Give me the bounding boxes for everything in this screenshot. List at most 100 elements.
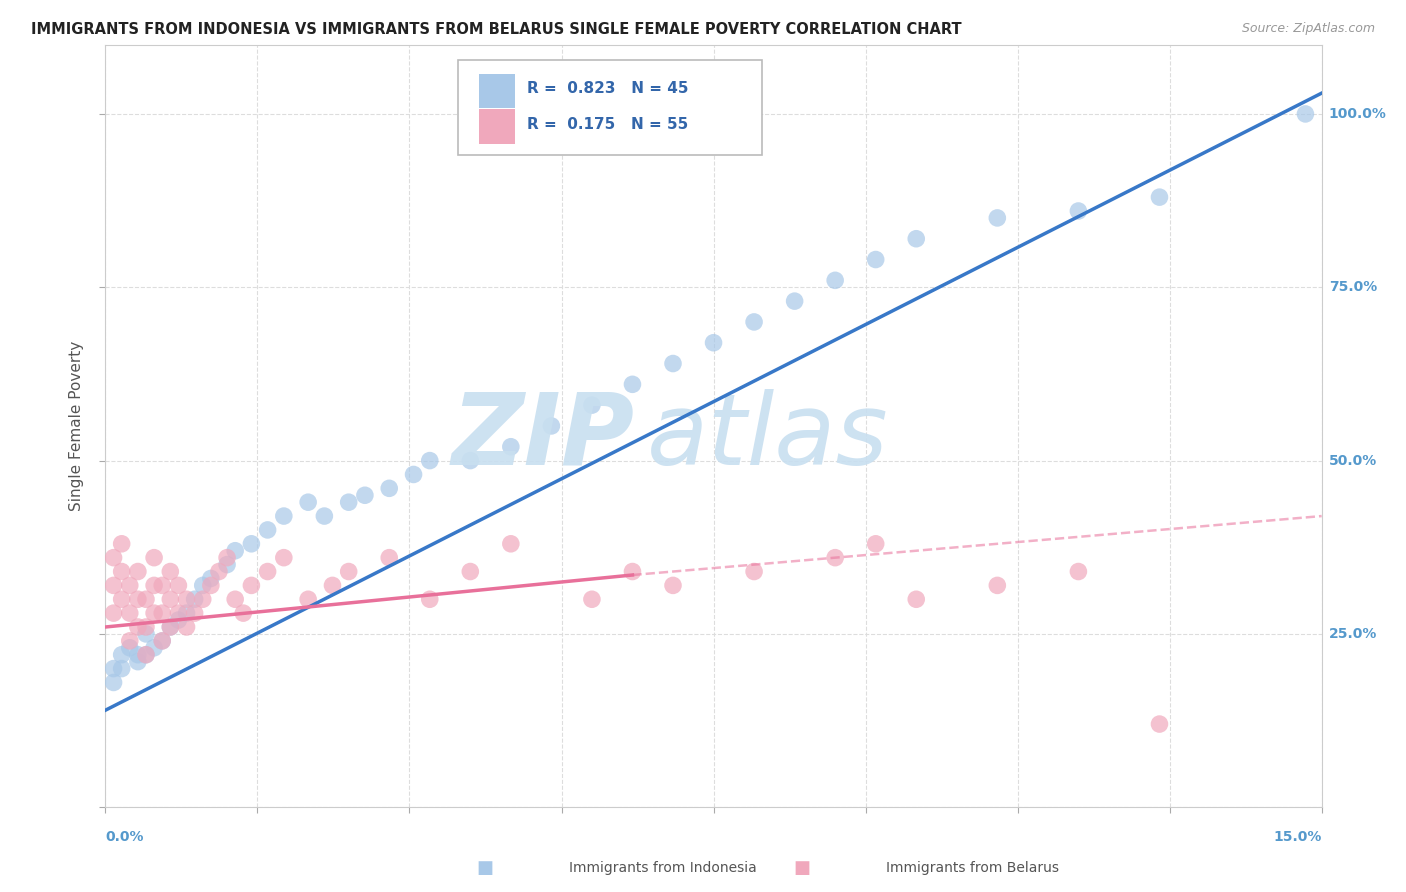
Text: 15.0%: 15.0%: [1274, 830, 1322, 844]
Point: [159, 565, 181, 579]
Point: [224, 592, 246, 607]
Text: 100.0%: 100.0%: [1329, 107, 1386, 121]
Point: [986, 578, 1008, 592]
Point: [702, 335, 725, 350]
Point: [127, 592, 149, 607]
Point: [314, 509, 336, 524]
Point: [865, 252, 887, 267]
Point: [150, 633, 173, 648]
Point: [1067, 565, 1090, 579]
Point: [103, 578, 125, 592]
Point: [217, 550, 239, 565]
Point: [127, 655, 149, 669]
Y-axis label: Single Female Poverty: Single Female Poverty: [69, 341, 84, 511]
Text: Immigrants from Belarus: Immigrants from Belarus: [886, 861, 1059, 875]
Point: [297, 495, 319, 509]
Point: [354, 488, 377, 502]
Point: [127, 648, 149, 662]
Text: Immigrants from Indonesia: Immigrants from Indonesia: [569, 861, 758, 875]
Point: [824, 550, 846, 565]
Point: [378, 481, 401, 495]
Point: [742, 315, 765, 329]
Point: [200, 572, 222, 586]
Point: [143, 640, 166, 655]
Text: ZIP: ZIP: [451, 389, 634, 486]
Point: [150, 606, 173, 620]
Point: [111, 565, 134, 579]
Point: [1149, 717, 1171, 731]
Point: [135, 648, 157, 662]
Point: [167, 606, 190, 620]
Point: [159, 620, 181, 634]
Point: [183, 592, 205, 607]
Point: [1067, 204, 1090, 219]
Point: [224, 543, 246, 558]
Point: [337, 495, 360, 509]
Point: [905, 592, 928, 607]
Point: [118, 633, 141, 648]
Point: [824, 273, 846, 287]
Point: [783, 294, 806, 309]
Text: 0.0%: 0.0%: [105, 830, 143, 844]
Text: R =  0.175   N = 55: R = 0.175 N = 55: [527, 117, 689, 132]
Text: R =  0.823   N = 45: R = 0.823 N = 45: [527, 81, 689, 96]
Point: [135, 648, 157, 662]
Point: [191, 578, 214, 592]
Point: [256, 523, 278, 537]
Point: [662, 578, 685, 592]
Point: [183, 606, 205, 620]
Point: [208, 565, 231, 579]
Point: [103, 550, 125, 565]
Point: [581, 592, 603, 607]
Point: [499, 440, 522, 454]
Point: [143, 578, 166, 592]
Point: [662, 357, 685, 371]
Point: [176, 606, 198, 620]
Point: [111, 537, 134, 551]
Point: [297, 592, 319, 607]
Point: [321, 578, 343, 592]
Point: [143, 606, 166, 620]
Point: [150, 578, 173, 592]
Point: [111, 662, 134, 676]
Text: 50.0%: 50.0%: [1329, 454, 1376, 467]
Point: [581, 398, 603, 412]
FancyBboxPatch shape: [458, 60, 762, 155]
Point: [905, 232, 928, 246]
Point: [865, 537, 887, 551]
Text: 75.0%: 75.0%: [1329, 280, 1376, 294]
Point: [240, 578, 263, 592]
Point: [742, 565, 765, 579]
Text: 25.0%: 25.0%: [1329, 627, 1376, 641]
Text: IMMIGRANTS FROM INDONESIA VS IMMIGRANTS FROM BELARUS SINGLE FEMALE POVERTY CORRE: IMMIGRANTS FROM INDONESIA VS IMMIGRANTS …: [31, 22, 962, 37]
Point: [458, 453, 481, 467]
Point: [103, 662, 125, 676]
Point: [118, 640, 141, 655]
Text: ■: ■: [793, 859, 810, 877]
Point: [103, 675, 125, 690]
Point: [159, 620, 181, 634]
Point: [256, 565, 278, 579]
Point: [150, 633, 173, 648]
Point: [273, 550, 295, 565]
Point: [540, 419, 562, 434]
Point: [176, 620, 198, 634]
Text: ■: ■: [477, 859, 494, 877]
Point: [118, 578, 141, 592]
FancyBboxPatch shape: [479, 110, 516, 144]
Point: [621, 377, 644, 392]
Point: [135, 620, 157, 634]
Point: [167, 613, 190, 627]
Text: Source: ZipAtlas.com: Source: ZipAtlas.com: [1241, 22, 1375, 36]
Point: [217, 558, 239, 572]
Point: [103, 606, 125, 620]
Point: [232, 606, 254, 620]
Point: [176, 592, 198, 607]
Point: [419, 592, 441, 607]
Point: [200, 578, 222, 592]
Point: [499, 537, 522, 551]
Point: [402, 467, 425, 482]
Text: atlas: atlas: [647, 389, 889, 486]
Point: [240, 537, 263, 551]
Point: [143, 550, 166, 565]
